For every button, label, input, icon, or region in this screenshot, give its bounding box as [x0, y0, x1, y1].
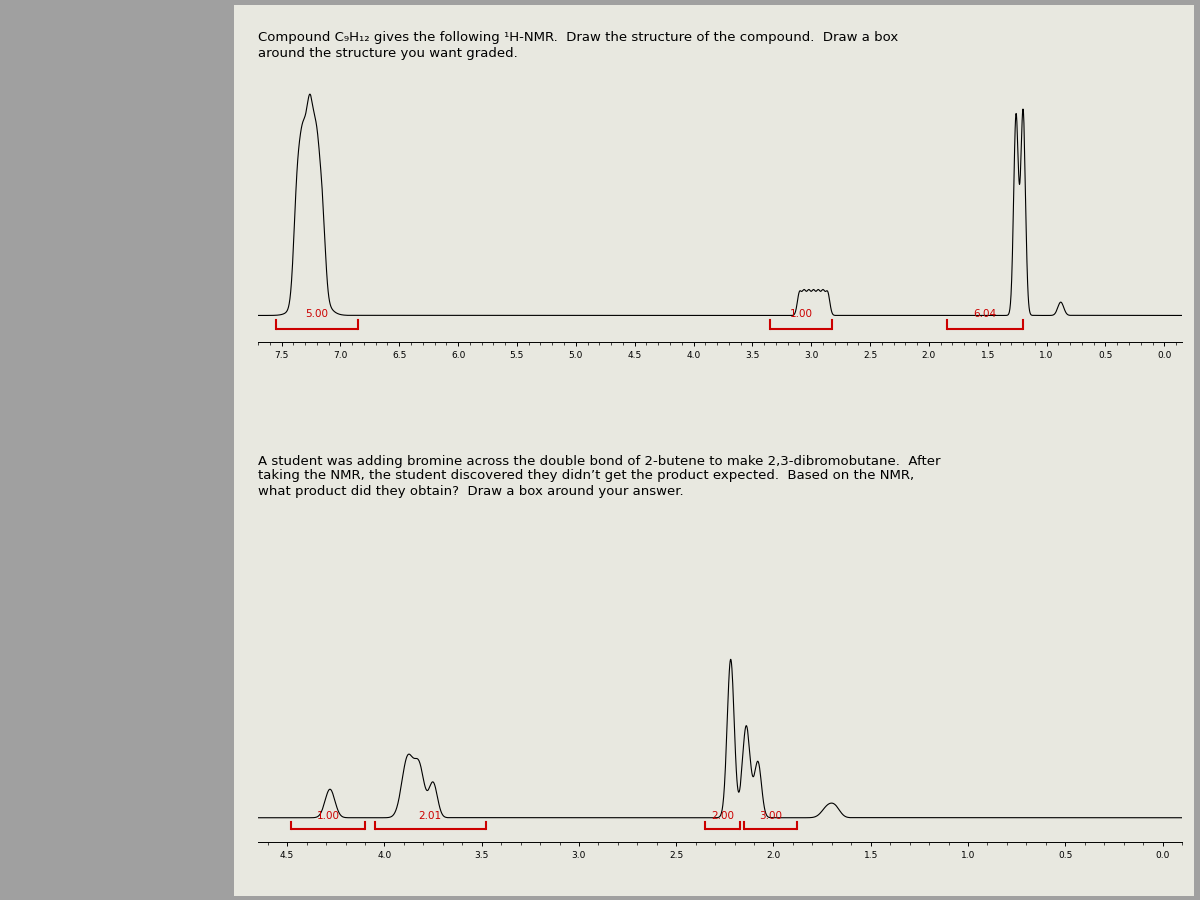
Text: 2.00: 2.00	[712, 811, 734, 821]
Text: Compound C₉H₁₂ gives the following ¹H-NMR.  Draw the structure of the compound. : Compound C₉H₁₂ gives the following ¹H-NM…	[258, 32, 899, 59]
Text: 1.00: 1.00	[790, 309, 812, 319]
Text: 2.01: 2.01	[419, 811, 442, 821]
Text: 6.04: 6.04	[973, 309, 996, 319]
Text: 5.00: 5.00	[305, 309, 329, 319]
Text: 3.00: 3.00	[760, 811, 782, 821]
Text: 1.00: 1.00	[317, 811, 340, 821]
Text: A student was adding bromine across the double bond of 2-butene to make 2,3-dibr: A student was adding bromine across the …	[258, 454, 941, 498]
